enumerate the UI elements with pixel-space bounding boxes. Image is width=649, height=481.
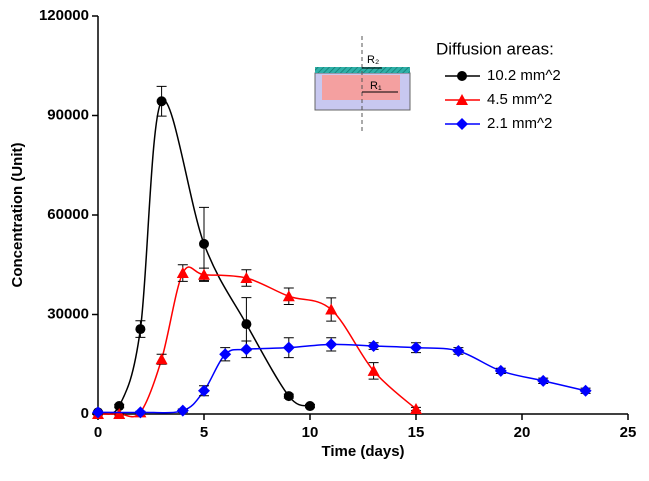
marker <box>155 353 168 365</box>
marker <box>579 384 592 397</box>
marker <box>134 406 147 419</box>
y-tick-label: 60000 <box>47 206 89 223</box>
marker <box>494 364 507 377</box>
inset-core <box>322 75 400 100</box>
marker <box>241 319 252 330</box>
legend-label: 4.5 mm^2 <box>487 91 552 108</box>
marker <box>198 384 210 397</box>
marker <box>325 303 338 315</box>
marker <box>176 267 189 279</box>
marker <box>240 272 253 284</box>
marker <box>219 348 232 361</box>
marker <box>456 94 468 105</box>
marker <box>113 408 126 419</box>
series-line <box>97 343 586 414</box>
x-tick-label: 15 <box>408 424 425 441</box>
inset-layer <box>315 67 410 73</box>
marker <box>367 364 380 376</box>
y-tick-label: 90000 <box>47 106 89 123</box>
series-line <box>97 99 311 415</box>
marker <box>457 71 467 81</box>
inset-label: R₂ <box>367 54 379 66</box>
y-axis-label: Concentration (Unit) <box>9 143 26 288</box>
marker <box>325 338 338 351</box>
marker <box>452 344 465 357</box>
x-tick-label: 20 <box>514 424 531 441</box>
marker <box>282 341 295 354</box>
marker <box>176 404 189 417</box>
marker <box>198 268 210 280</box>
marker <box>410 403 422 415</box>
inset-label: R₁ <box>370 80 382 92</box>
marker <box>240 343 253 356</box>
marker <box>156 96 167 107</box>
inset-diagram: R₂ R₁ <box>314 36 411 132</box>
marker <box>135 324 146 335</box>
x-tick-label: 5 <box>200 424 208 441</box>
marker <box>410 341 422 354</box>
x-tick-label: 10 <box>302 424 319 441</box>
x-axis-label: Time (days) <box>321 443 404 460</box>
marker <box>283 391 294 402</box>
marker <box>305 401 315 412</box>
marker <box>199 238 209 249</box>
legend-title: Diffusion areas: <box>436 39 554 58</box>
y-tick-label: 120000 <box>39 7 89 24</box>
marker <box>92 406 104 419</box>
x-tick-label: 25 <box>620 424 637 441</box>
marker <box>114 401 125 412</box>
legend-label: 10.2 mm^2 <box>487 67 561 84</box>
legend-label: 2.1 mm^2 <box>487 115 552 132</box>
x-tick-label: 0 <box>94 424 102 441</box>
marker <box>456 118 468 130</box>
marker <box>537 374 550 387</box>
y-tick-label: 0 <box>81 405 89 422</box>
marker <box>367 340 380 353</box>
marker <box>282 290 295 302</box>
y-tick-label: 30000 <box>47 305 89 322</box>
